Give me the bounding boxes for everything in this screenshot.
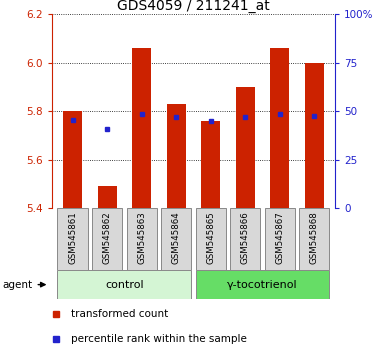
Bar xyxy=(305,63,324,208)
Bar xyxy=(299,208,330,270)
Text: GSM545865: GSM545865 xyxy=(206,211,215,264)
Bar xyxy=(92,208,122,270)
Text: GSM545868: GSM545868 xyxy=(310,211,319,264)
Text: transformed count: transformed count xyxy=(72,309,169,320)
Bar xyxy=(132,48,151,208)
Text: GSM545866: GSM545866 xyxy=(241,211,250,264)
Bar xyxy=(201,121,220,208)
Bar xyxy=(161,208,191,270)
Text: GSM545867: GSM545867 xyxy=(275,211,284,264)
Bar xyxy=(127,208,157,270)
Text: percentile rank within the sample: percentile rank within the sample xyxy=(72,333,247,344)
Bar xyxy=(57,208,88,270)
Bar xyxy=(98,186,117,208)
Bar xyxy=(264,208,295,270)
Text: GSM545864: GSM545864 xyxy=(172,211,181,264)
Bar xyxy=(196,270,330,299)
Title: GDS4059 / 211241_at: GDS4059 / 211241_at xyxy=(117,0,270,13)
Text: agent: agent xyxy=(3,280,33,290)
Bar xyxy=(270,48,289,208)
Bar xyxy=(57,270,191,299)
Text: control: control xyxy=(105,280,144,290)
Bar xyxy=(196,208,226,270)
Text: GSM545862: GSM545862 xyxy=(103,211,112,264)
Bar xyxy=(167,104,186,208)
Text: GSM545861: GSM545861 xyxy=(68,211,77,264)
Bar xyxy=(230,208,260,270)
Bar xyxy=(63,111,82,208)
Text: GSM545863: GSM545863 xyxy=(137,211,146,264)
Text: γ-tocotrienol: γ-tocotrienol xyxy=(227,280,298,290)
Bar xyxy=(236,87,255,208)
